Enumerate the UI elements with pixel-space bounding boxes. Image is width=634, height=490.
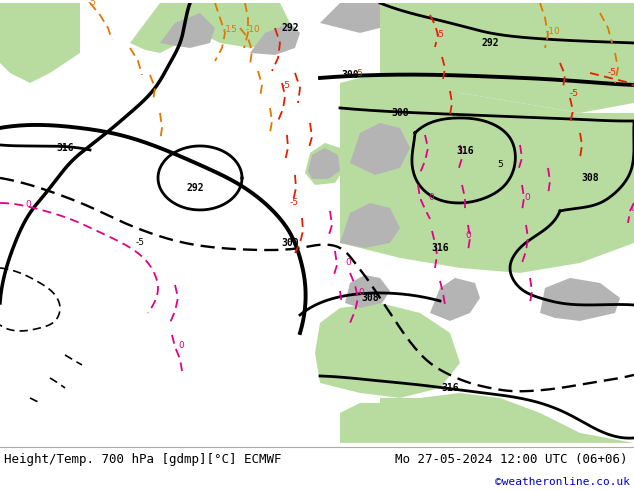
Text: 308: 308 bbox=[361, 293, 378, 303]
Text: ©weatheronline.co.uk: ©weatheronline.co.uk bbox=[495, 477, 630, 487]
Polygon shape bbox=[350, 123, 410, 175]
Text: 316: 316 bbox=[456, 146, 474, 156]
Text: 300: 300 bbox=[281, 238, 299, 248]
Polygon shape bbox=[345, 275, 390, 308]
Polygon shape bbox=[430, 278, 480, 321]
Polygon shape bbox=[380, 393, 634, 443]
Polygon shape bbox=[320, 3, 380, 33]
Text: -10: -10 bbox=[546, 27, 560, 36]
Text: Height/Temp. 700 hPa [gdmp][°C] ECMWF: Height/Temp. 700 hPa [gdmp][°C] ECMWF bbox=[4, 453, 281, 466]
Polygon shape bbox=[160, 13, 215, 48]
Text: 5: 5 bbox=[497, 160, 503, 170]
Text: 316: 316 bbox=[431, 243, 449, 253]
Text: 0: 0 bbox=[345, 258, 351, 267]
Text: 0: 0 bbox=[428, 193, 434, 202]
Text: 0: 0 bbox=[178, 341, 184, 350]
Text: -5: -5 bbox=[88, 0, 97, 7]
Text: 292: 292 bbox=[281, 23, 299, 33]
Text: Mo 27-05-2024 12:00 UTC (06+06): Mo 27-05-2024 12:00 UTC (06+06) bbox=[395, 453, 628, 466]
Polygon shape bbox=[315, 303, 460, 398]
Text: 308: 308 bbox=[581, 173, 598, 183]
Text: -10: -10 bbox=[245, 25, 261, 34]
Text: -5: -5 bbox=[290, 198, 299, 207]
Polygon shape bbox=[0, 3, 80, 83]
Text: 0: 0 bbox=[358, 288, 364, 297]
Text: 292: 292 bbox=[481, 38, 499, 48]
Polygon shape bbox=[305, 143, 345, 185]
Polygon shape bbox=[340, 73, 634, 273]
Polygon shape bbox=[340, 403, 380, 443]
Text: -5: -5 bbox=[608, 68, 617, 77]
Text: -5: -5 bbox=[355, 69, 364, 78]
Polygon shape bbox=[130, 3, 290, 53]
Polygon shape bbox=[340, 203, 400, 248]
Text: -5: -5 bbox=[136, 239, 145, 247]
Text: -15: -15 bbox=[223, 25, 237, 34]
Text: -5: -5 bbox=[282, 81, 291, 90]
Polygon shape bbox=[250, 23, 300, 55]
Polygon shape bbox=[308, 148, 340, 179]
Text: 316: 316 bbox=[441, 383, 459, 393]
Text: -5: -5 bbox=[570, 89, 579, 98]
Text: 308: 308 bbox=[391, 108, 409, 118]
Text: -5: -5 bbox=[436, 30, 445, 39]
Text: 316: 316 bbox=[56, 143, 74, 153]
Polygon shape bbox=[380, 3, 634, 113]
Text: 300: 300 bbox=[341, 70, 359, 80]
Polygon shape bbox=[540, 278, 620, 321]
Text: 292: 292 bbox=[186, 183, 204, 193]
Text: 0: 0 bbox=[524, 193, 530, 202]
Text: 0: 0 bbox=[630, 204, 634, 213]
Text: 0: 0 bbox=[25, 200, 31, 209]
Text: 0: 0 bbox=[465, 231, 471, 240]
